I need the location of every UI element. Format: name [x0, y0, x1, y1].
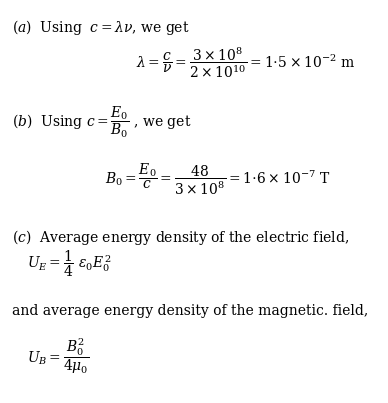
Text: $\lambda = \dfrac{c}{\nu} = \dfrac{3\times10^{8}}{2\times10^{10}} = 1{\cdot}5 \t: $\lambda = \dfrac{c}{\nu} = \dfrac{3\tim… — [136, 45, 355, 80]
Text: $(c)$  Average energy density of the electric field,: $(c)$ Average energy density of the elec… — [12, 228, 349, 247]
Text: and average energy density of the magnetic. field,: and average energy density of the magnet… — [12, 304, 368, 318]
Text: $(b)$  Using $c = \dfrac{E_0}{B_0}$ , we get: $(b)$ Using $c = \dfrac{E_0}{B_0}$ , we … — [12, 105, 191, 141]
Text: $U_B = \dfrac{B_0^2}{4\mu_0}$: $U_B = \dfrac{B_0^2}{4\mu_0}$ — [27, 337, 90, 376]
Text: $B_0 = \dfrac{E_0}{c} = \dfrac{48}{3\times10^{8}} = 1{\cdot}6 \times 10^{-7}$ T: $B_0 = \dfrac{E_0}{c} = \dfrac{48}{3\tim… — [105, 162, 330, 197]
Text: $(a)$  Using  $c = \lambda\nu$, we get: $(a)$ Using $c = \lambda\nu$, we get — [12, 18, 189, 37]
Text: $U_E = \dfrac{1}{4}\ \varepsilon_0 E_0^{\,2}$: $U_E = \dfrac{1}{4}\ \varepsilon_0 E_0^{… — [27, 249, 112, 279]
